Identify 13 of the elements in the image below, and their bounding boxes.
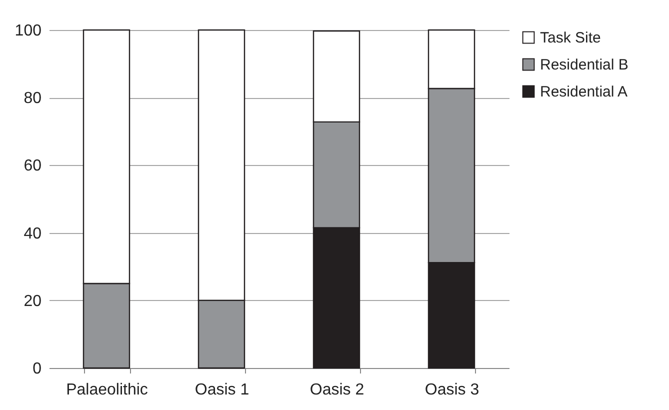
legend-label: Task Site bbox=[540, 30, 601, 46]
y-tick-label: 20 bbox=[24, 292, 42, 310]
y-tick-label: 40 bbox=[24, 225, 42, 242]
x-tick-label: Oasis 1 bbox=[194, 382, 250, 398]
x-tick-label: Oasis 2 bbox=[310, 382, 364, 398]
y-tick-label: 80 bbox=[24, 90, 42, 108]
y-tick-label: 60 bbox=[24, 158, 42, 175]
x-tick-label: Palaeolithic bbox=[66, 382, 148, 398]
y-tick-label: 100 bbox=[14, 22, 42, 40]
legend-label: Residential A bbox=[540, 84, 628, 100]
y-tick-label: 0 bbox=[32, 360, 42, 378]
x-tick-label: Oasis 3 bbox=[424, 382, 480, 398]
legend-label: Residential B bbox=[540, 56, 628, 74]
